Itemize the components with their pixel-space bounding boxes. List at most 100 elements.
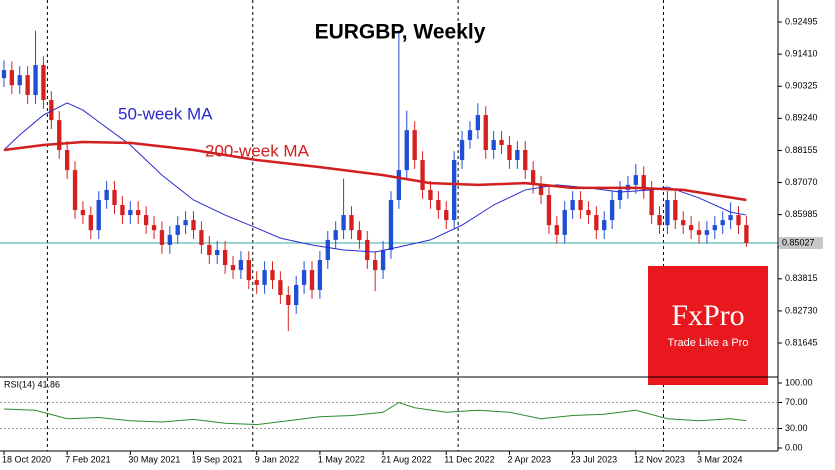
candle-body bbox=[530, 170, 536, 185]
candle-body bbox=[159, 230, 165, 245]
candle-body bbox=[499, 139, 504, 145]
candle-body bbox=[17, 75, 22, 86]
candle-body bbox=[72, 170, 78, 211]
candle-body bbox=[657, 215, 662, 226]
candle-body bbox=[562, 210, 567, 235]
candle-body bbox=[88, 215, 94, 231]
candle-body bbox=[167, 234, 172, 245]
candle-body bbox=[665, 199, 670, 226]
candle-body bbox=[696, 230, 702, 235]
candle-body bbox=[199, 230, 204, 245]
current-price-label: 0.85027 bbox=[782, 237, 815, 247]
x-tick-label: 9 Jan 2022 bbox=[255, 454, 300, 464]
y-tick-label: 0.83815 bbox=[785, 273, 818, 283]
candle-body bbox=[183, 220, 188, 226]
candle-body bbox=[41, 65, 46, 100]
candle-body bbox=[191, 220, 196, 231]
moving-average-line bbox=[3, 140, 747, 202]
candle-body bbox=[151, 225, 157, 231]
candle-body bbox=[396, 170, 402, 200]
candle-body bbox=[222, 249, 228, 266]
candle-body bbox=[483, 115, 488, 150]
candle-body bbox=[412, 130, 417, 161]
x-tick-label: 3 Mar 2024 bbox=[697, 454, 743, 464]
candle-body bbox=[388, 199, 394, 250]
moving-average-line bbox=[3, 102, 747, 253]
brand-name: FxPro bbox=[671, 299, 744, 332]
candle-body bbox=[602, 220, 607, 231]
current-price-box bbox=[779, 236, 823, 249]
x-tick-label: 30 May 2021 bbox=[128, 454, 180, 464]
candle-body bbox=[554, 225, 560, 235]
candle-body bbox=[712, 225, 717, 231]
candle-body bbox=[64, 149, 70, 171]
candle-body bbox=[246, 260, 251, 281]
candle-body bbox=[262, 270, 267, 285]
candle-body bbox=[57, 120, 62, 150]
candle-body bbox=[681, 220, 686, 226]
y-tick-label: 0.81645 bbox=[785, 337, 818, 347]
x-tick-label: 7 Feb 2021 bbox=[65, 454, 111, 464]
candle-body bbox=[33, 65, 38, 95]
candle-body bbox=[609, 199, 615, 221]
x-tick-label: 19 Sep 2021 bbox=[192, 454, 243, 464]
y-tick-label: 0.85985 bbox=[785, 209, 818, 219]
x-tick-label: 21 Aug 2022 bbox=[381, 454, 432, 464]
y-tick-label: 0.00 bbox=[785, 442, 803, 452]
candle-body bbox=[286, 294, 291, 306]
candle-body bbox=[373, 260, 378, 271]
y-tick-label: 0.88155 bbox=[785, 145, 818, 155]
candle-body bbox=[380, 249, 386, 271]
candle-body bbox=[444, 210, 449, 221]
candle-body bbox=[9, 70, 15, 86]
y-tick-label: 0.90325 bbox=[785, 81, 818, 91]
candle-body bbox=[49, 99, 54, 121]
y-tick-label: 0.91410 bbox=[785, 49, 818, 59]
candle-body bbox=[515, 149, 520, 161]
candle-body bbox=[341, 215, 346, 231]
candle-body bbox=[641, 175, 646, 190]
candle-body bbox=[420, 160, 425, 190]
rsi-line bbox=[3, 401, 747, 426]
chart-title: EURGBP, Weekly bbox=[315, 21, 486, 44]
x-tick-label: 18 Oct 2020 bbox=[2, 454, 51, 464]
candle-body bbox=[365, 239, 370, 261]
candle-body bbox=[136, 210, 141, 216]
candle-body bbox=[207, 244, 212, 256]
candle-body bbox=[215, 249, 220, 256]
candle-body bbox=[294, 284, 299, 306]
candle-body bbox=[633, 175, 638, 185]
brand-box bbox=[648, 266, 768, 385]
candle-body bbox=[546, 194, 552, 226]
candle-body bbox=[238, 260, 244, 271]
candle-body bbox=[404, 130, 409, 171]
y-tick-label: 0.89240 bbox=[785, 113, 818, 123]
y-tick-label: 70.00 bbox=[785, 397, 808, 407]
y-tick-label: 0.87070 bbox=[785, 177, 818, 187]
candle-body bbox=[301, 270, 307, 285]
candle-body bbox=[128, 210, 133, 216]
candle-body bbox=[80, 210, 86, 216]
candle-body bbox=[175, 225, 180, 235]
candle-body bbox=[704, 230, 710, 235]
candle-body bbox=[436, 199, 441, 211]
candle-body bbox=[720, 220, 725, 226]
rsi-label: RSI(14) 41.86 bbox=[4, 379, 60, 389]
y-tick-label: 0.92495 bbox=[785, 16, 818, 26]
y-tick-label: 0.82730 bbox=[785, 305, 818, 315]
candle-body bbox=[523, 149, 528, 171]
candle-body bbox=[104, 189, 109, 200]
candle-body bbox=[357, 230, 362, 240]
candle-body bbox=[459, 139, 465, 161]
candle-body bbox=[254, 280, 259, 285]
candle-body bbox=[96, 199, 101, 231]
x-tick-label: 1 May 2022 bbox=[318, 454, 365, 464]
candle-body bbox=[1, 70, 7, 79]
candle-body bbox=[649, 189, 654, 216]
brand-tagline: Trade Like a Pro bbox=[668, 337, 749, 349]
candle-body bbox=[673, 199, 678, 221]
candle-body bbox=[230, 265, 236, 271]
candle-body bbox=[325, 239, 330, 261]
